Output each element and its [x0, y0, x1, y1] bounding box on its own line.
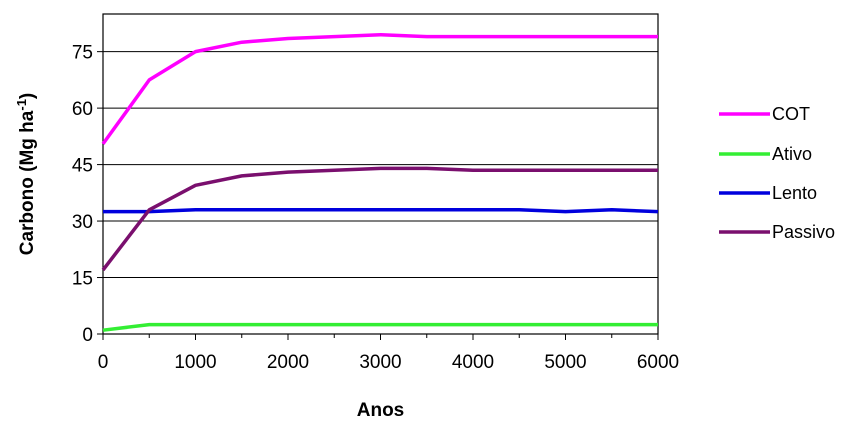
x-tick-label: 3000	[359, 352, 401, 373]
series-line-ativo	[102, 322, 658, 332]
y-tick-label: 60	[72, 99, 93, 120]
y-axis-title-close: )	[17, 93, 38, 99]
y-axis-ticks: 0 15 30 45 60 75	[72, 43, 103, 346]
y-axis-title-superscript: -1	[14, 99, 29, 111]
y-tick-label: 75	[72, 43, 93, 64]
y-axis-title-main: Carbono (Mg ha	[17, 110, 38, 255]
x-tick-label: 4000	[452, 352, 494, 373]
x-tick-label: 0	[98, 352, 109, 373]
x-axis-ticks: 0 1000 2000 3000 4000 5000 6000	[98, 334, 679, 373]
plot-area-frame	[102, 13, 659, 335]
series-line-cot	[101, 32, 658, 145]
y-axis-title: Carbono (Mg ha-1)	[14, 93, 39, 256]
series-line-lento	[103, 208, 659, 214]
legend-label-ativo: Ativo	[772, 144, 812, 164]
y-tick-label: 15	[72, 269, 93, 290]
x-tick-label: 6000	[637, 352, 679, 373]
y-tick-label: 30	[72, 212, 93, 233]
x-tick-label: 2000	[267, 352, 309, 373]
gridlines	[103, 51, 658, 279]
series-line-passivo	[101, 166, 658, 272]
x-tick-label: 5000	[544, 352, 586, 373]
y-tick-label: 45	[72, 156, 93, 177]
y-tick-label: 0	[82, 325, 93, 346]
legend-label-lento: Lento	[772, 183, 817, 203]
legend-label-passivo: Passivo	[772, 222, 835, 242]
series-lines	[101, 32, 659, 332]
legend-label-cot: COT	[772, 104, 810, 124]
x-tick-label: 1000	[174, 352, 216, 373]
x-axis-title: Anos	[357, 400, 405, 421]
legend: COT Ativo Lento Passivo	[719, 104, 835, 242]
